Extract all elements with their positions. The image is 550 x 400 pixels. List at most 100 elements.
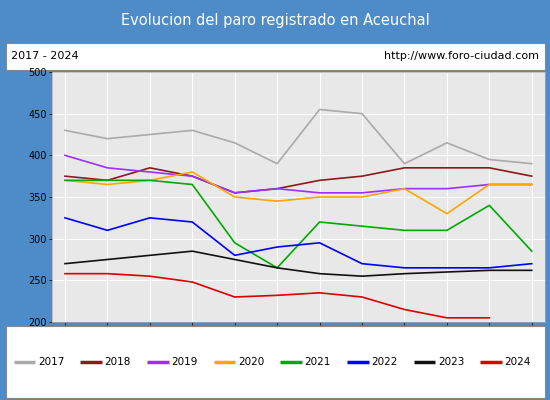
2017 [401, 161, 408, 166]
Text: 2024: 2024 [505, 357, 531, 367]
2021 [486, 203, 493, 208]
Line: 2024: 2024 [65, 274, 490, 318]
Text: 2017 - 2024: 2017 - 2024 [11, 51, 79, 61]
2024 [146, 274, 153, 278]
2018 [146, 166, 153, 170]
Text: 2018: 2018 [104, 357, 131, 367]
2021 [359, 224, 365, 228]
2022 [529, 261, 535, 266]
2020 [189, 170, 196, 174]
2023 [189, 249, 196, 254]
2017 [316, 107, 323, 112]
2021 [274, 266, 280, 270]
2022 [486, 266, 493, 270]
2020 [274, 199, 280, 204]
Line: 2021: 2021 [65, 180, 532, 268]
2017 [232, 140, 238, 145]
Text: http://www.foro-ciudad.com: http://www.foro-ciudad.com [384, 51, 539, 61]
Text: 2021: 2021 [305, 357, 331, 367]
2022 [189, 220, 196, 224]
2023 [486, 268, 493, 273]
2020 [104, 182, 111, 187]
2022 [359, 261, 365, 266]
2024 [316, 290, 323, 295]
2019 [62, 153, 68, 158]
2021 [232, 240, 238, 245]
Text: 2017: 2017 [38, 357, 64, 367]
2017 [529, 161, 535, 166]
2018 [232, 190, 238, 195]
2017 [444, 140, 450, 145]
2024 [444, 316, 450, 320]
2024 [62, 271, 68, 276]
2022 [274, 244, 280, 250]
2022 [401, 266, 408, 270]
2023 [274, 266, 280, 270]
Line: 2022: 2022 [65, 218, 532, 268]
2021 [529, 249, 535, 254]
2017 [189, 128, 196, 133]
2018 [359, 174, 365, 178]
2020 [62, 178, 68, 183]
2020 [146, 178, 153, 183]
2024 [359, 294, 365, 299]
2021 [444, 228, 450, 233]
Line: 2017: 2017 [65, 110, 532, 164]
2024 [274, 293, 280, 298]
2023 [104, 257, 111, 262]
2019 [189, 174, 196, 178]
2024 [232, 294, 238, 299]
2019 [359, 190, 365, 195]
2018 [104, 178, 111, 183]
2021 [189, 182, 196, 187]
Text: Evolucion del paro registrado en Aceuchal: Evolucion del paro registrado en Aceucha… [120, 14, 430, 28]
2023 [401, 271, 408, 276]
2021 [316, 220, 323, 224]
2018 [401, 166, 408, 170]
2018 [486, 166, 493, 170]
2020 [401, 186, 408, 191]
2018 [529, 174, 535, 178]
2018 [444, 166, 450, 170]
2024 [189, 280, 196, 284]
2017 [104, 136, 111, 141]
2021 [401, 228, 408, 233]
Line: 2019: 2019 [65, 155, 532, 193]
2023 [62, 261, 68, 266]
2020 [232, 194, 238, 199]
2017 [274, 161, 280, 166]
2024 [401, 307, 408, 312]
Text: 2022: 2022 [371, 357, 398, 367]
2018 [316, 178, 323, 183]
2023 [146, 253, 153, 258]
2024 [486, 316, 493, 320]
2022 [232, 253, 238, 258]
2017 [486, 157, 493, 162]
2018 [62, 174, 68, 178]
2020 [359, 194, 365, 199]
Line: 2018: 2018 [65, 168, 532, 193]
2021 [104, 178, 111, 183]
2023 [359, 274, 365, 278]
2017 [146, 132, 153, 137]
2020 [529, 182, 535, 187]
2017 [62, 128, 68, 133]
2020 [316, 194, 323, 199]
Line: 2023: 2023 [65, 251, 532, 276]
Text: 2023: 2023 [438, 357, 464, 367]
2023 [444, 270, 450, 274]
2022 [104, 228, 111, 233]
2023 [529, 268, 535, 273]
2018 [274, 186, 280, 191]
2022 [444, 266, 450, 270]
2024 [104, 271, 111, 276]
2019 [104, 166, 111, 170]
2019 [444, 186, 450, 191]
2020 [486, 182, 493, 187]
2021 [146, 178, 153, 183]
Text: 2019: 2019 [171, 357, 197, 367]
2019 [486, 182, 493, 187]
2019 [401, 186, 408, 191]
2019 [146, 170, 153, 174]
Line: 2020: 2020 [65, 172, 532, 214]
